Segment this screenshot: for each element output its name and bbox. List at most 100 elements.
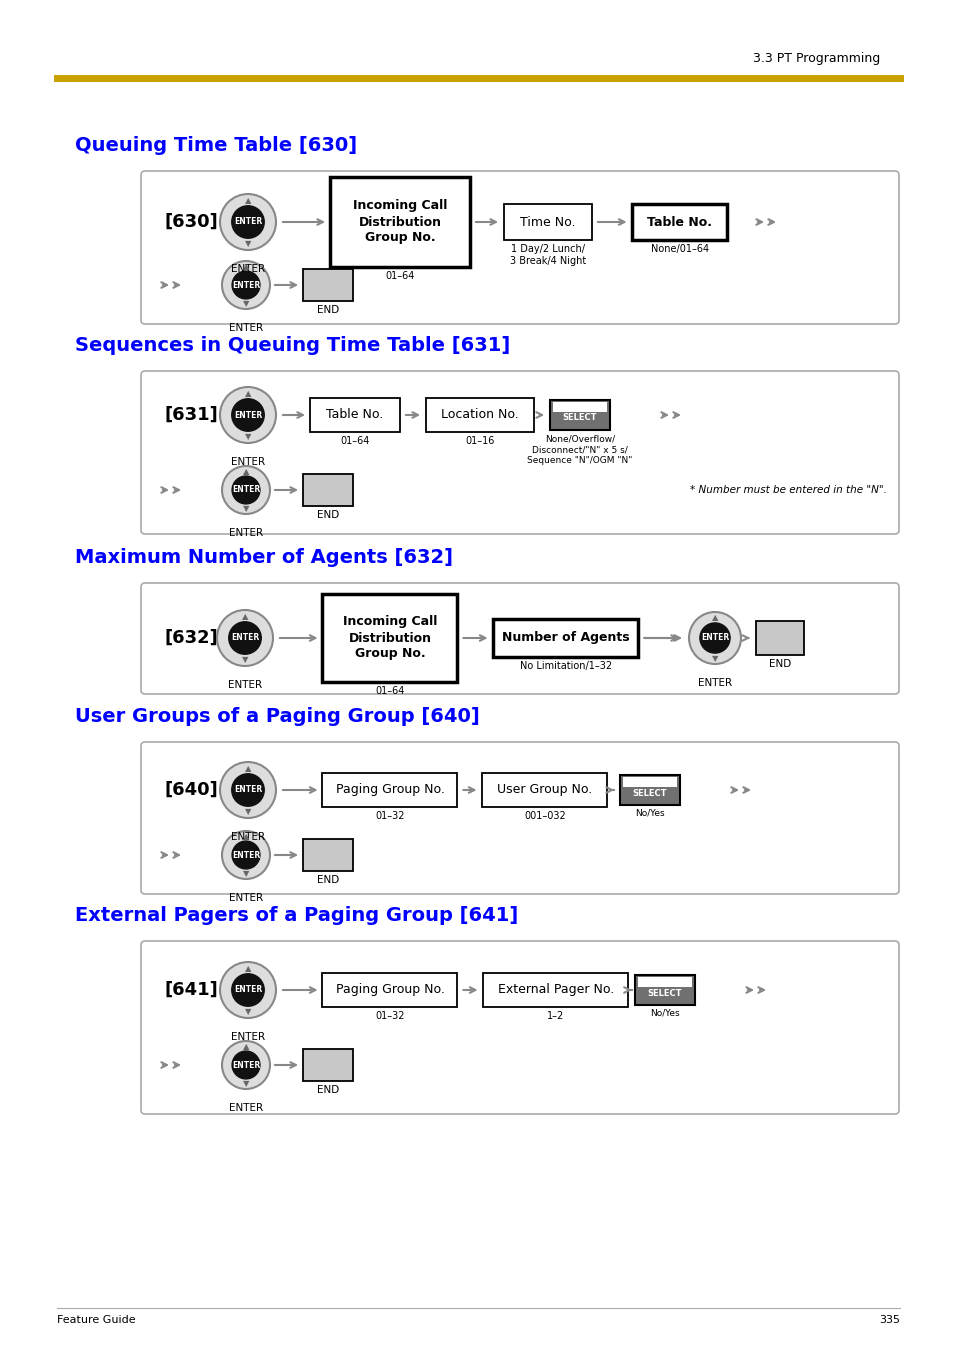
Text: END: END — [316, 509, 338, 520]
FancyBboxPatch shape — [635, 975, 695, 1005]
FancyBboxPatch shape — [141, 372, 898, 534]
Text: ENTER: ENTER — [231, 832, 265, 842]
Text: [630]: [630] — [165, 213, 218, 231]
FancyBboxPatch shape — [619, 775, 679, 805]
Circle shape — [220, 195, 275, 250]
Text: Location No.: Location No. — [440, 408, 518, 422]
Text: No Limitation/1–32: No Limitation/1–32 — [519, 661, 612, 671]
Text: ▼: ▼ — [245, 432, 251, 442]
Circle shape — [688, 612, 740, 663]
Text: ▲: ▲ — [242, 1042, 249, 1051]
Text: Feature Guide: Feature Guide — [57, 1315, 135, 1325]
Text: Paging Group No.: Paging Group No. — [335, 784, 444, 797]
Text: Table No.: Table No. — [326, 408, 383, 422]
Text: ▼: ▼ — [711, 654, 718, 663]
Circle shape — [232, 1051, 259, 1079]
Text: ▼: ▼ — [245, 808, 251, 816]
FancyBboxPatch shape — [322, 973, 457, 1006]
FancyBboxPatch shape — [550, 400, 609, 430]
FancyBboxPatch shape — [303, 474, 353, 507]
FancyBboxPatch shape — [638, 977, 691, 986]
Text: ENTER: ENTER — [232, 485, 260, 494]
Circle shape — [229, 621, 261, 654]
Text: ENTER: ENTER — [232, 851, 260, 859]
FancyBboxPatch shape — [141, 584, 898, 694]
Text: [640]: [640] — [165, 781, 218, 798]
Circle shape — [216, 611, 273, 666]
Text: ENTER: ENTER — [229, 528, 263, 538]
Circle shape — [232, 476, 259, 504]
Text: 01–64: 01–64 — [385, 272, 415, 281]
Text: Incoming Call
Distribution
Group No.: Incoming Call Distribution Group No. — [342, 616, 436, 661]
Text: * Number must be entered in the "N".: * Number must be entered in the "N". — [689, 485, 886, 494]
Text: ▼: ▼ — [242, 1079, 249, 1088]
Text: 3.3 PT Programming: 3.3 PT Programming — [752, 51, 879, 65]
Text: ENTER: ENTER — [698, 678, 731, 688]
Circle shape — [222, 1042, 270, 1089]
FancyBboxPatch shape — [632, 204, 727, 240]
Text: No/Yes: No/Yes — [650, 1009, 679, 1019]
Text: No/Yes: No/Yes — [635, 809, 664, 817]
Text: ENTER: ENTER — [229, 893, 263, 902]
Circle shape — [222, 466, 270, 513]
Text: Table No.: Table No. — [647, 216, 712, 228]
Circle shape — [232, 272, 259, 299]
Text: ▼: ▼ — [242, 299, 249, 308]
FancyBboxPatch shape — [483, 973, 628, 1006]
Text: SELECT: SELECT — [647, 989, 681, 997]
Text: 1–2: 1–2 — [547, 1011, 564, 1021]
FancyBboxPatch shape — [141, 172, 898, 324]
Text: User Groups of a Paging Group [640]: User Groups of a Paging Group [640] — [75, 707, 479, 725]
Text: END: END — [316, 305, 338, 315]
FancyBboxPatch shape — [303, 269, 353, 301]
Text: None/Overflow/
Disconnect/"N" x 5 s/
Sequence "N"/OGM "N": None/Overflow/ Disconnect/"N" x 5 s/ Seq… — [527, 434, 632, 465]
Text: User Group No.: User Group No. — [497, 784, 592, 797]
Circle shape — [220, 386, 275, 443]
Text: Time No.: Time No. — [519, 216, 576, 228]
Text: ENTER: ENTER — [231, 1032, 265, 1042]
FancyBboxPatch shape — [322, 594, 457, 682]
Text: [631]: [631] — [165, 407, 218, 424]
Text: [632]: [632] — [165, 630, 218, 647]
Text: ENTER: ENTER — [231, 634, 259, 643]
Text: None/01–64: None/01–64 — [650, 245, 708, 254]
Text: 01–32: 01–32 — [375, 811, 404, 821]
Text: 01–32: 01–32 — [375, 1011, 404, 1021]
Text: ▲: ▲ — [242, 832, 249, 840]
Text: ENTER: ENTER — [233, 785, 262, 794]
Circle shape — [232, 974, 264, 1006]
Circle shape — [222, 261, 270, 309]
Text: ENTER: ENTER — [229, 1102, 263, 1113]
FancyBboxPatch shape — [755, 621, 803, 655]
Text: ▲: ▲ — [245, 963, 251, 973]
FancyBboxPatch shape — [322, 773, 457, 807]
Text: 335: 335 — [878, 1315, 899, 1325]
Text: ▲: ▲ — [245, 389, 251, 397]
Text: Maximum Number of Agents [632]: Maximum Number of Agents [632] — [75, 549, 453, 567]
Text: External Pagers of a Paging Group [641]: External Pagers of a Paging Group [641] — [75, 907, 517, 925]
Text: 01–64: 01–64 — [375, 686, 404, 696]
Text: ENTER: ENTER — [233, 411, 262, 420]
Text: ENTER: ENTER — [233, 218, 262, 227]
FancyBboxPatch shape — [493, 619, 638, 657]
Text: ENTER: ENTER — [231, 457, 265, 467]
Text: Sequences in Queuing Time Table [631]: Sequences in Queuing Time Table [631] — [75, 336, 510, 355]
Text: Paging Group No.: Paging Group No. — [335, 984, 444, 997]
Circle shape — [232, 205, 264, 238]
Text: ▼: ▼ — [242, 504, 249, 513]
FancyBboxPatch shape — [310, 399, 399, 432]
Text: ENTER: ENTER — [232, 1061, 260, 1070]
Text: ▼: ▼ — [241, 655, 248, 665]
Text: External Pager No.: External Pager No. — [497, 984, 614, 997]
Text: 01–64: 01–64 — [340, 436, 370, 446]
FancyBboxPatch shape — [622, 777, 677, 786]
FancyBboxPatch shape — [482, 773, 607, 807]
FancyBboxPatch shape — [330, 177, 470, 267]
Text: ENTER: ENTER — [228, 680, 262, 690]
Text: Incoming Call
Distribution
Group No.: Incoming Call Distribution Group No. — [353, 200, 447, 245]
FancyBboxPatch shape — [141, 742, 898, 894]
Circle shape — [222, 831, 270, 880]
FancyBboxPatch shape — [426, 399, 534, 432]
Circle shape — [232, 399, 264, 431]
Text: ▲: ▲ — [245, 196, 251, 204]
